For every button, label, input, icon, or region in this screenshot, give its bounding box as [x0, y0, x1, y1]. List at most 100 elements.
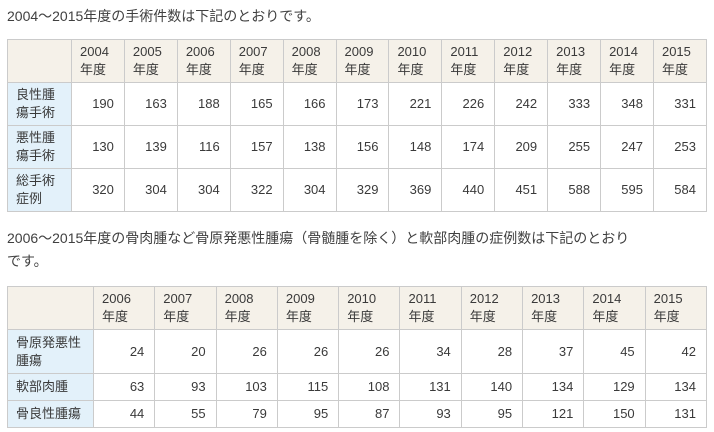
value-cell: 226 [441, 82, 496, 126]
value-cell: 138 [282, 125, 337, 169]
value-cell: 148 [388, 125, 443, 169]
year-label: 2011 [408, 291, 437, 306]
value-cell: 150 [583, 400, 646, 428]
value-cell: 131 [644, 400, 708, 428]
value-cell: 255 [547, 125, 602, 169]
year-suffix-label: 年度 [653, 309, 680, 324]
section-tumor-cases: 2006〜2015年度の骨肉腫など骨原発悪性腫瘍（骨髄腫を除く）と軟部肉腫の症例… [7, 227, 708, 428]
year-header-cell: 2007 年度 [229, 39, 284, 83]
value-cell: 37 [522, 329, 585, 374]
year-suffix-label: 年度 [592, 309, 619, 324]
year-label: 2006 [185, 44, 215, 59]
value-cell: 156 [335, 125, 390, 169]
row-label-cell: 総手術症例 [7, 168, 72, 212]
year-label: 2012 [503, 44, 533, 59]
value-cell: 26 [338, 329, 401, 374]
row-label-cell: 骨原発悪性腫瘍 [7, 329, 94, 374]
value-cell: 221 [388, 82, 443, 126]
year-label: 2015 [661, 44, 691, 59]
year-label: 2013 [531, 291, 560, 306]
value-cell: 63 [92, 373, 156, 401]
year-suffix-label: 年度 [503, 62, 530, 77]
value-cell: 588 [547, 168, 602, 212]
surgery-intro-text: 2004〜2015年度の手術件数は下記のとおりです。 [7, 5, 707, 28]
year-header-cell: 2015 年度 [644, 286, 708, 330]
value-cell: 103 [215, 373, 278, 401]
year-suffix-label: 年度 [531, 309, 558, 324]
value-cell: 44 [92, 400, 156, 428]
value-cell: 79 [215, 400, 278, 428]
year-suffix-label: 年度 [285, 309, 312, 324]
year-suffix-label: 年度 [185, 62, 212, 77]
value-cell: 139 [123, 125, 178, 169]
value-cell: 140 [460, 373, 524, 401]
year-suffix-label: 年度 [163, 309, 190, 324]
year-label: 2005 [132, 44, 162, 59]
year-label: 2004 [80, 44, 109, 59]
row-label-cell: 軟部肉腫 [7, 373, 94, 401]
year-label: 2013 [556, 44, 586, 59]
year-header-cell: 2011 年度 [399, 286, 462, 330]
year-suffix-label: 年度 [408, 309, 435, 324]
year-label: 2010 [397, 44, 427, 59]
value-cell: 174 [441, 125, 496, 169]
value-cell: 26 [276, 329, 340, 374]
value-cell: 134 [644, 373, 708, 401]
year-label: 2011 [450, 44, 479, 59]
year-header-cell: 2011 年度 [441, 39, 496, 83]
value-cell: 34 [399, 329, 462, 374]
value-cell: 584 [652, 168, 708, 212]
year-header-cell: 2006 年度 [92, 286, 156, 330]
tumor-intro-line-1: 2006〜2015年度の骨肉腫など骨原発悪性腫瘍（骨髄腫を除く）と軟部肉腫の症例… [7, 230, 630, 246]
value-cell: 28 [460, 329, 524, 374]
row-label-cell: 悪性腫瘍手術 [7, 125, 72, 169]
table-header-row: 2006 年度 2007 年度 2008 年度 2009 年度 2010 年度 2011 年度 2012… [7, 286, 708, 330]
value-cell: 369 [388, 168, 443, 212]
year-header-cell: 2005 年度 [123, 39, 178, 83]
value-cell: 130 [71, 125, 125, 169]
value-cell: 331 [652, 82, 708, 126]
year-header-cell: 2008 年度 [215, 286, 278, 330]
value-cell: 115 [276, 373, 340, 401]
value-cell: 165 [229, 82, 284, 126]
year-suffix-label: 年度 [291, 62, 318, 77]
value-cell: 95 [460, 400, 524, 428]
year-header-cell: 2012 年度 [494, 39, 549, 83]
year-label: 2009 [285, 291, 315, 306]
year-header-cell: 2012 年度 [460, 286, 524, 330]
row-label-cell: 骨良性腫瘍 [7, 400, 94, 428]
year-header-cell: 2015 年度 [652, 39, 708, 83]
tumor-case-table: 2006 年度 2007 年度 2008 年度 2009 年度 2010 年度 2011 年度 2012… [7, 286, 708, 428]
year-header-cell: 2013 年度 [522, 286, 585, 330]
row-label-cell: 良性腫瘍手術 [7, 82, 72, 126]
tumor-intro-line-2: です。 [7, 253, 48, 269]
year-label: 2010 [347, 291, 377, 306]
year-label: 2012 [469, 291, 499, 306]
table-row: 良性腫瘍手術 190 163 188 165 166 173 221 226 242 333 348 3… [7, 82, 708, 126]
value-cell: 55 [154, 400, 217, 428]
value-cell: 116 [176, 125, 231, 169]
year-suffix-label: 年度 [238, 62, 265, 77]
year-suffix-label: 年度 [469, 309, 496, 324]
value-cell: 166 [282, 82, 337, 126]
table-row: 骨良性腫瘍 44 55 79 95 87 93 95 121 150 131 [7, 400, 708, 428]
year-suffix-label: 年度 [80, 62, 107, 77]
value-cell: 209 [494, 125, 549, 169]
value-cell: 131 [399, 373, 462, 401]
value-cell: 45 [583, 329, 646, 374]
year-suffix-label: 年度 [450, 62, 477, 77]
year-header-cell: 2010 年度 [338, 286, 401, 330]
value-cell: 129 [583, 373, 646, 401]
value-cell: 322 [229, 168, 284, 212]
year-label: 2014 [609, 44, 638, 59]
value-cell: 304 [282, 168, 337, 212]
value-cell: 108 [338, 373, 401, 401]
corner-cell [7, 286, 94, 330]
year-suffix-label: 年度 [224, 309, 251, 324]
year-suffix-label: 年度 [347, 309, 374, 324]
value-cell: 253 [652, 125, 708, 169]
year-header-cell: 2010 年度 [388, 39, 443, 83]
year-suffix-label: 年度 [344, 62, 371, 77]
surgery-intro-line: 2004〜2015年度の手術件数は下記のとおりです。 [7, 8, 320, 24]
